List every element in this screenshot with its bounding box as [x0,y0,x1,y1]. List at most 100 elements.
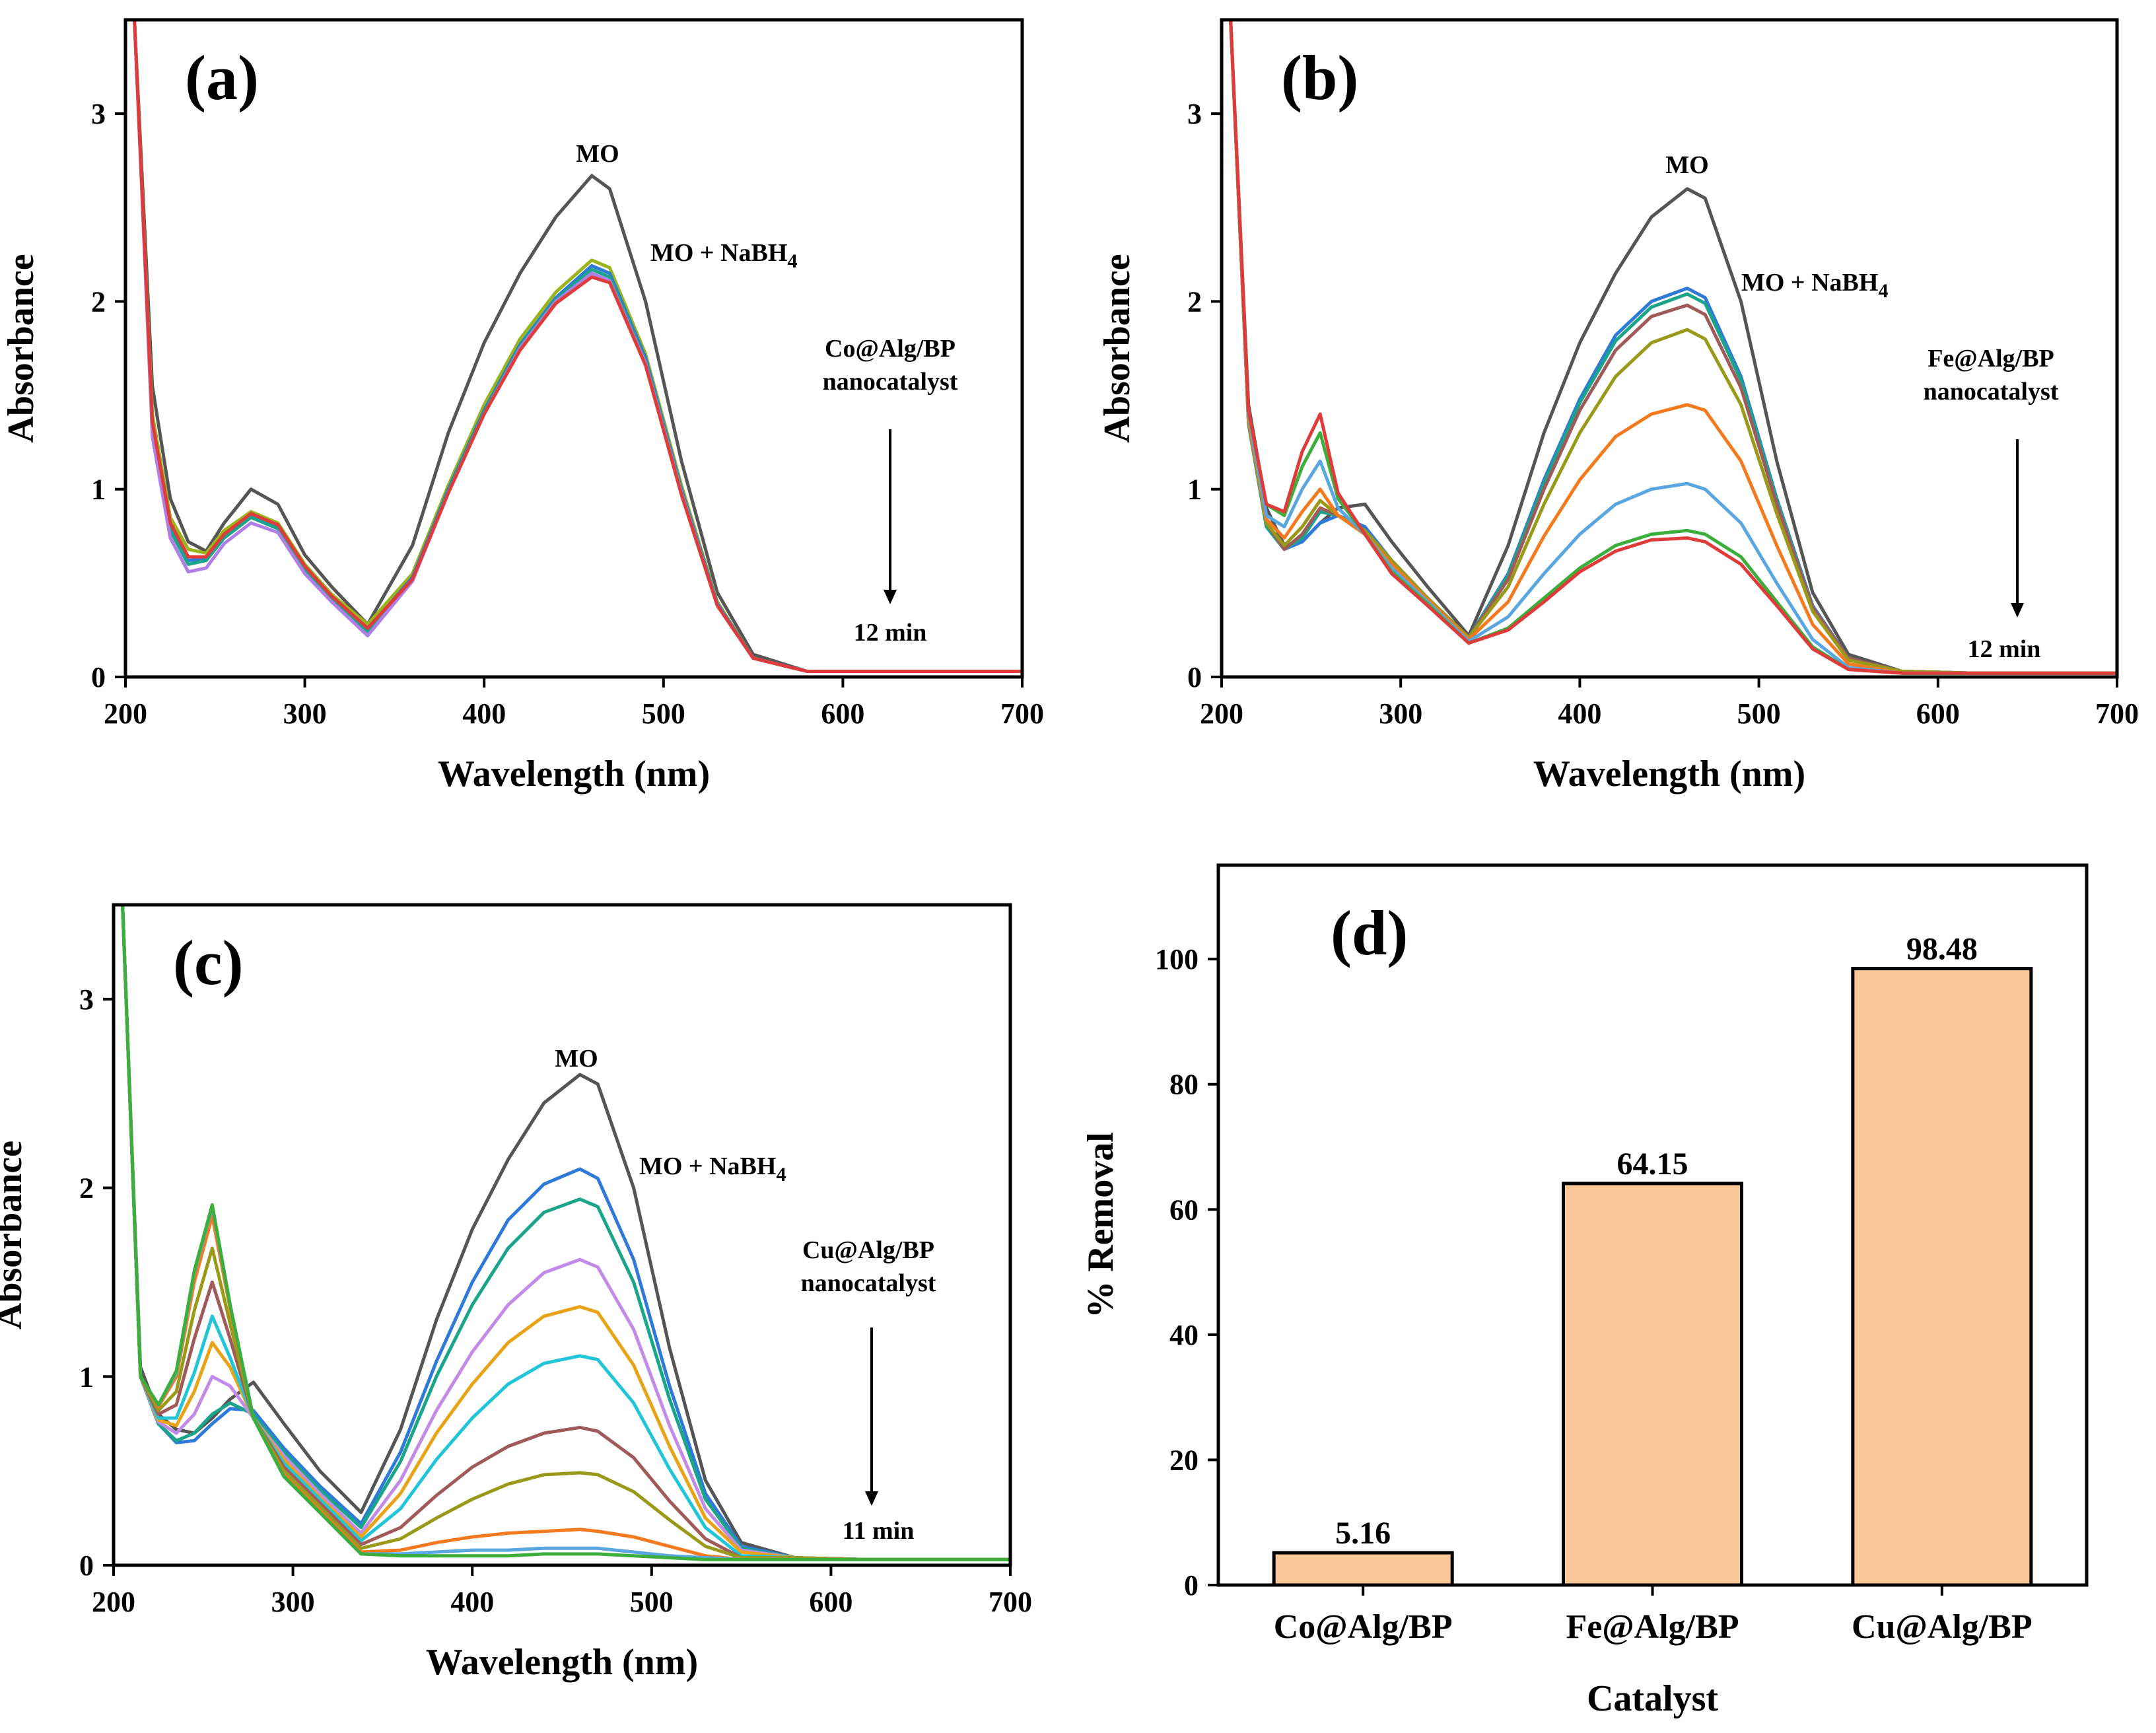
plot-frame [123,18,1024,679]
bar-2 [1851,967,2033,1587]
mo-label: MO [1665,151,1708,179]
x-tick-label: 200 [1200,697,1243,730]
y-tick-label: 2 [91,285,106,318]
x-tick-label: 300 [271,1586,315,1618]
y-tick-label: 3 [79,983,94,1016]
y-tick-label: 3 [1187,98,1202,130]
series-line-8 [121,905,1010,1561]
x-tick-label: 400 [450,1586,494,1618]
x-axis-title: Catalyst [1587,1678,1718,1719]
series-group [133,20,1022,673]
category-label: Cu@Alg/BP [1852,1608,2033,1646]
x-axis-title: Wavelength (nm) [438,754,710,795]
x-tick-label: 500 [642,697,685,730]
mo-nabh4-subscript: 4 [787,250,797,272]
series-line-6 [1229,20,2117,675]
y-tick-label: 1 [79,1361,94,1393]
series-line-6 [121,905,1010,1561]
time-label: 12 min [1968,635,2041,663]
y-tick-label: 0 [1187,661,1202,693]
y-tick-label: 80 [1169,1069,1199,1101]
y-tick-label: 0 [1184,1569,1199,1602]
x-tick-label: 700 [2095,697,2139,730]
category-label: Fe@Alg/BP [1566,1608,1739,1646]
x-tick-label: 200 [92,1586,135,1618]
mo-label: MO [576,140,619,168]
y-tick-label: 0 [91,661,106,693]
y-axis-title: % Removal [1080,1132,1121,1318]
plot-frame [1216,863,2089,1587]
y-tick-label: 2 [1187,285,1202,318]
y-tick-label: 100 [1155,943,1199,975]
series-line-10 [121,905,1010,1561]
x-tick-label: 500 [1737,697,1781,730]
bar-1 [1562,1182,1743,1587]
catalyst-label-line1: Cu@Alg/BP [802,1236,934,1264]
plot-frame [112,903,1012,1567]
x-tick-label: 300 [283,697,327,730]
x-tick-label: 400 [1558,697,1601,730]
y-axis-title: Absorbance [1097,254,1138,442]
y-axis-title: Absorbance [0,1141,30,1329]
mo-nabh4-label: MO + NaBH4 [1741,269,1888,302]
series-line-3 [121,905,1010,1561]
time-label: 12 min [854,619,927,647]
series-line-7 [121,905,1010,1561]
y-tick-label: 1 [91,474,106,506]
bar-value-label: 64.15 [1617,1147,1688,1182]
time-arrow-head [865,1491,878,1506]
catalyst-label-line2: nanocatalyst [801,1269,936,1297]
category-label: Co@Alg/BP [1274,1608,1453,1646]
x-axis-title: Wavelength (nm) [426,1642,698,1683]
series-line-9 [121,905,1010,1561]
y-tick-label: 2 [79,1172,94,1205]
series-line-4 [1229,20,2117,675]
panel-c: 200 300 400 500 600 700 0 1 2 3 Wavelength (nm) Abs… [0,903,1032,1683]
series-line-8 [1229,20,2117,675]
panel-b: 200 300 400 500 600 700 0 1 2 3 Wavelength (nm) Abs… [1097,18,2139,795]
panel-letter: (a) [185,42,259,113]
panel-letter: (c) [173,927,244,998]
x-tick-label: 400 [462,697,506,730]
panel-d: 5.16 Co@Alg/BP 64.15 Fe@Alg/BP 98.48 Cu@Alg/B… [1080,863,2089,1719]
catalyst-label-line1: Co@Alg/BP [825,335,956,363]
time-label: 11 min [843,1517,915,1545]
mo-nabh4-label: MO + NaBH4 [639,1152,786,1185]
series-group [1229,20,2117,675]
series-line-0 [121,905,1010,1561]
panel-a: 200 300 400 500 600 700 0 1 2 3 Wavelength (nm) Abs… [1,18,1044,795]
y-tick-label: 1 [1187,474,1202,506]
x-tick-label: 300 [1379,697,1422,730]
y-tick-label: 20 [1169,1444,1199,1476]
x-tick-label: 500 [630,1586,674,1618]
series-line-5 [1229,20,2117,675]
y-tick-label: 60 [1169,1193,1199,1226]
bar-value-label: 5.16 [1335,1516,1391,1551]
mo-label: MO [555,1045,598,1073]
mo-nabh4-main: MO + NaBH [639,1152,776,1180]
mo-nabh4-main: MO + NaBH [1741,269,1878,297]
x-tick-label: 700 [989,1586,1032,1618]
x-tick-label: 200 [104,697,147,730]
mo-nabh4-label: MO + NaBH4 [650,239,797,272]
x-tick-label: 700 [1000,697,1044,730]
mo-nabh4-main: MO + NaBH [650,239,787,267]
y-tick-label: 3 [91,98,106,130]
catalyst-label-line2: nanocatalyst [823,368,958,396]
series-line-2 [121,905,1010,1561]
series-line-5 [133,20,1022,673]
x-axis-title: Wavelength (nm) [1533,754,1805,795]
catalyst-label-line2: nanocatalyst [1924,378,2059,406]
x-tick-label: 600 [821,697,864,730]
x-tick-label: 600 [1916,697,1960,730]
time-arrow-head [2011,603,2024,618]
series-line-1 [121,905,1010,1561]
mo-nabh4-subscript: 4 [1878,280,1888,302]
series-line-5 [121,905,1010,1561]
time-arrow-head [884,590,897,604]
bar-value-label: 98.48 [1906,932,1978,967]
plot-frame [1220,18,2119,679]
mo-nabh4-subscript: 4 [776,1164,786,1185]
panel-letter: (b) [1281,42,1358,113]
series-group [121,905,1010,1561]
